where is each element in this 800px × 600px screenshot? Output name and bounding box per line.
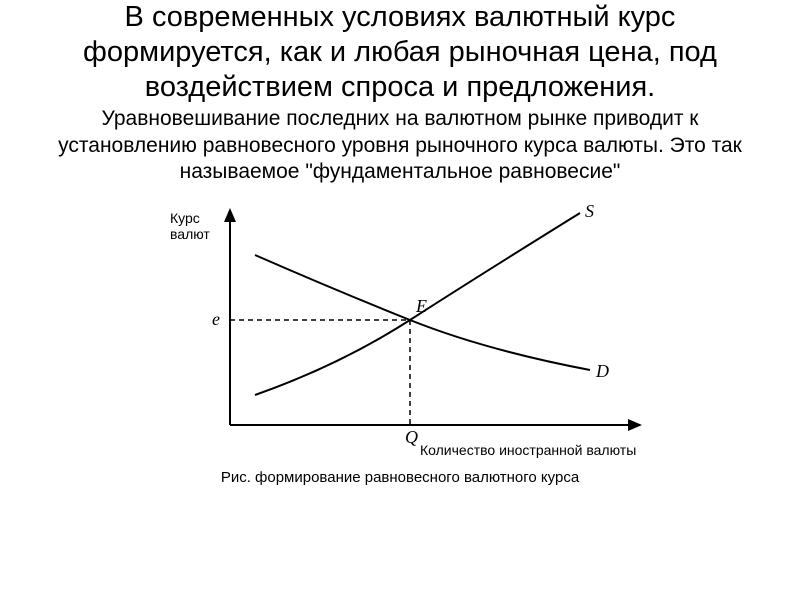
slide-title: В современных условиях валютный курс фор…	[30, 0, 770, 104]
chart-container: Курсвалют Количество иностранной валюты S D…	[30, 195, 770, 465]
demand-label: D	[595, 361, 609, 381]
slide-subtitle: Уравновешивание последних на валютном ры…	[30, 106, 770, 185]
equilibrium-price-label: e	[212, 309, 220, 329]
x-axis-label: Количество иностранной валюты	[420, 442, 636, 458]
supply-label: S	[585, 201, 594, 221]
supply-demand-chart: Курсвалют Количество иностранной валюты S D…	[130, 195, 670, 465]
chart-caption: Рис. формирование равновесного валютного…	[30, 469, 770, 486]
y-axis-label: Курсвалют	[170, 210, 210, 242]
equilibrium-point-label: E	[415, 296, 427, 316]
equilibrium-quantity-label: Q	[405, 427, 418, 447]
